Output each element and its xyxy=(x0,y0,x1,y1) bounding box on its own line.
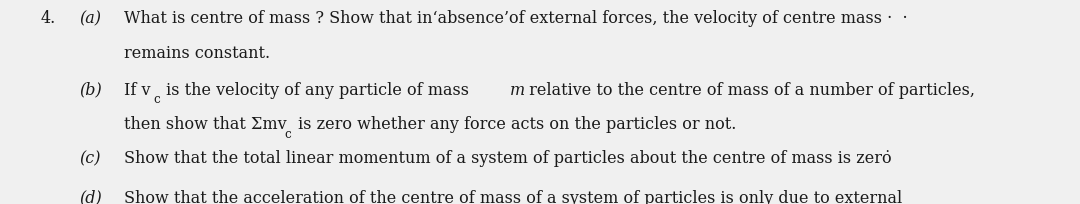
Text: (b): (b) xyxy=(79,82,102,99)
Text: (a): (a) xyxy=(79,10,100,27)
Text: Show that the total linear momentum of a system of particles about the centre of: Show that the total linear momentum of a… xyxy=(124,150,892,167)
Text: is zero whether any force acts on the particles or not.: is zero whether any force acts on the pa… xyxy=(293,116,737,133)
Text: c: c xyxy=(153,93,160,106)
Text: If v: If v xyxy=(124,82,151,99)
Text: Show that the acceleration of the centre of mass of a system of particles is onl: Show that the acceleration of the centre… xyxy=(124,190,903,204)
Text: (c): (c) xyxy=(79,150,100,167)
Text: remains constant.: remains constant. xyxy=(124,45,270,62)
Text: relative to the centre of mass of a number of particles,: relative to the centre of mass of a numb… xyxy=(524,82,975,99)
Text: c: c xyxy=(284,128,291,141)
Text: then show that Σmv: then show that Σmv xyxy=(124,116,287,133)
Text: (d): (d) xyxy=(79,190,102,204)
Text: What is centre of mass ? Show that in‘absence’of external forces, the velocity o: What is centre of mass ? Show that in‘ab… xyxy=(124,10,908,27)
Text: 4.: 4. xyxy=(41,10,56,27)
Text: is the velocity of any particle of mass: is the velocity of any particle of mass xyxy=(161,82,474,99)
Text: m: m xyxy=(510,82,525,99)
